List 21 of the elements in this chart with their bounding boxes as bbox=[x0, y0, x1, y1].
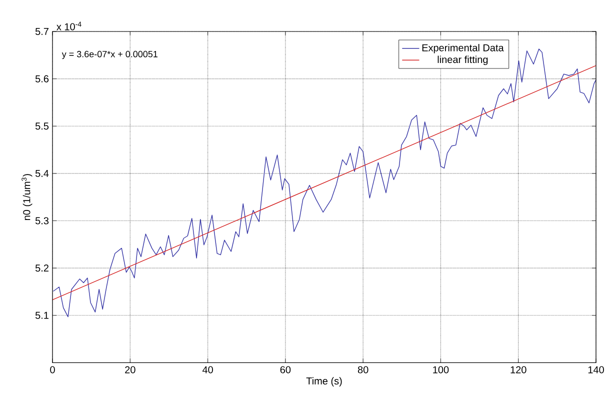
y-tick-label: 5.5 bbox=[35, 122, 49, 130]
x-tick-label: 80 bbox=[358, 366, 368, 374]
x-tick-label: 120 bbox=[510, 366, 526, 374]
y-tick-label: 5.4 bbox=[35, 170, 49, 177]
x-tick-label: 0 bbox=[50, 366, 55, 374]
y-tick-label: 5.6 bbox=[35, 75, 49, 82]
x-axis-title: Time (s) bbox=[306, 377, 342, 386]
x-tick-label: 60 bbox=[280, 366, 291, 374]
x-tick-label: 20 bbox=[125, 366, 136, 374]
x-tick-label: 40 bbox=[202, 366, 213, 374]
y-tick-label: 5.7 bbox=[35, 28, 48, 35]
text: x 10$^{-4}$ bbox=[56, 22, 82, 30]
legend-label: Experimental Data bbox=[422, 44, 504, 54]
y-tick-label: 5.1 bbox=[35, 312, 48, 319]
y-axis-title: n0 (1/um$^{3}$) bbox=[22, 174, 32, 220]
x-tick-label: 140 bbox=[588, 366, 604, 374]
y-tick-label: 5.3 bbox=[35, 217, 49, 224]
legend-label: linear fitting bbox=[438, 56, 488, 66]
annotation: y = 3.6e-07*x + 0.00051 bbox=[62, 50, 158, 60]
y-tick-label: 5.2 bbox=[35, 264, 48, 272]
x-tick-label: 100 bbox=[433, 366, 449, 374]
